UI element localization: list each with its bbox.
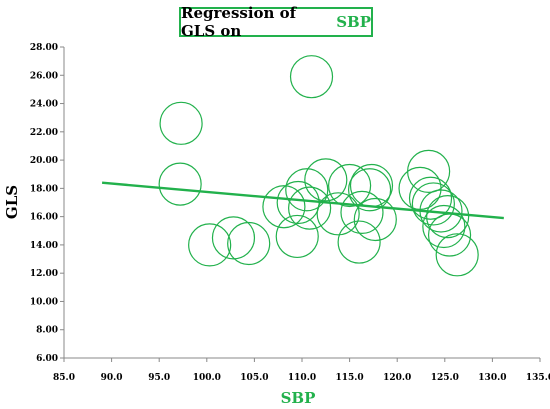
- x-tick-label: 85.0: [53, 373, 75, 383]
- regression-line: [101, 181, 504, 220]
- y-tick-label: 22.00: [30, 128, 58, 138]
- data-point: [349, 163, 394, 208]
- x-tick-label: 110.0: [288, 373, 316, 383]
- data-point: [188, 223, 232, 267]
- y-tick-label: 16.00: [30, 213, 58, 223]
- data-point: [353, 197, 397, 242]
- x-tick-label: 105.0: [240, 373, 268, 383]
- data-point: [211, 216, 256, 260]
- data-point: [158, 162, 202, 206]
- data-point: [407, 149, 451, 193]
- data-point: [285, 168, 329, 212]
- x-tick-label: 120.0: [383, 373, 411, 383]
- data-point: [435, 233, 479, 277]
- y-tick-label: 10.00: [30, 297, 58, 307]
- y-tick-label: 8.00: [36, 326, 58, 336]
- data-point: [411, 182, 455, 226]
- chart-title-text: Regression of GLS on: [181, 4, 297, 40]
- data-point: [347, 168, 392, 212]
- x-tick-label: 100.0: [193, 373, 221, 383]
- x-tick-label: 125.0: [431, 373, 459, 383]
- y-tick-label: 24.00: [30, 100, 58, 110]
- x-tick-label: 95.0: [148, 373, 170, 383]
- chart-title: Regression of GLS on SBP: [179, 4, 373, 40]
- data-point: [328, 163, 372, 208]
- points-layer: [158, 55, 479, 277]
- y-tick-label: 6.00: [36, 354, 58, 364]
- regression-layer: [101, 181, 504, 220]
- data-point: [288, 186, 332, 230]
- y-tick-label: 28.00: [30, 43, 58, 53]
- data-point: [426, 195, 470, 239]
- y-tick-label: 26.00: [30, 71, 58, 81]
- data-point: [275, 214, 319, 259]
- data-point: [340, 190, 384, 234]
- data-point: [262, 185, 306, 229]
- x-axis-label: SBP: [281, 389, 316, 407]
- data-point: [289, 55, 334, 99]
- data-point: [227, 221, 271, 266]
- y-tick-label: 18.00: [30, 184, 58, 194]
- data-point: [316, 192, 360, 236]
- data-point: [337, 220, 381, 264]
- y-axis-label: GLS: [3, 185, 21, 219]
- x-tick-label: 90.0: [101, 373, 123, 383]
- data-point: [422, 204, 466, 249]
- data-point: [159, 101, 203, 145]
- y-tick-label: 20.00: [30, 156, 58, 166]
- chart-title-highlight: SBP: [336, 13, 371, 31]
- axes: 6.00 8.00 10.00 12.00 14.00 16.00 18.00 20.00 22…: [30, 43, 550, 383]
- x-tick-label: 135.0: [526, 373, 550, 383]
- data-point: [304, 158, 348, 202]
- data-point: [408, 176, 453, 220]
- x-tick-label: 130.0: [478, 373, 506, 383]
- y-tick-label: 14.00: [30, 241, 58, 251]
- y-tick-label: 12.00: [30, 269, 58, 279]
- x-tick-label: 115.0: [336, 373, 364, 383]
